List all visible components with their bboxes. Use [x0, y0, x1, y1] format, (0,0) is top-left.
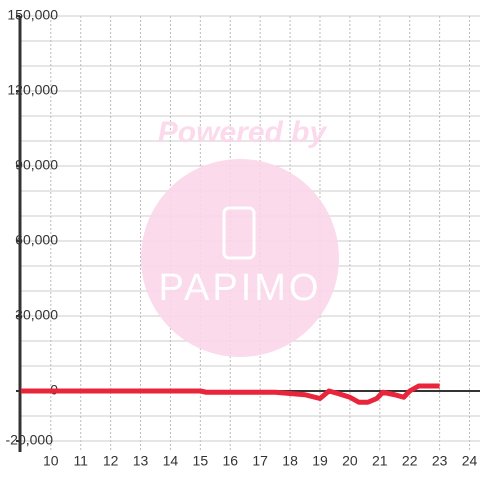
x-tick-label: 21 [372, 453, 388, 469]
x-tick-label: 15 [193, 453, 209, 469]
x-tick-label: 14 [163, 453, 179, 469]
x-tick-label: 22 [402, 453, 418, 469]
x-tick-label: 10 [43, 453, 59, 469]
watermark: Powered by PAPIMO [141, 116, 339, 357]
watermark-phone [222, 206, 256, 260]
x-tick-label: 16 [222, 453, 238, 469]
y-tick-label: 120,000 [7, 82, 58, 98]
y-tick-label: 90,000 [15, 157, 58, 173]
watermark-text: Powered by [158, 116, 328, 149]
x-tick-label: 19 [312, 453, 328, 469]
x-tick-label: 20 [342, 453, 358, 469]
x-tick-label: 11 [73, 453, 88, 469]
x-tick-label: 17 [252, 453, 268, 469]
y-tick-label: -20,000 [6, 432, 54, 448]
y-tick-label: 60,000 [15, 232, 58, 248]
watermark-logo: PAPIMO [159, 267, 322, 309]
series-line [20, 383, 440, 405]
x-tick-label: 18 [282, 453, 298, 469]
x-tick-label: 23 [432, 453, 448, 469]
x-tick-label: 12 [103, 453, 119, 469]
x-tick-label: 13 [133, 453, 149, 469]
x-tick-label: 24 [462, 453, 478, 469]
y-tick-label: 150,000 [7, 7, 58, 23]
y-tick-label: 30,000 [15, 307, 58, 323]
